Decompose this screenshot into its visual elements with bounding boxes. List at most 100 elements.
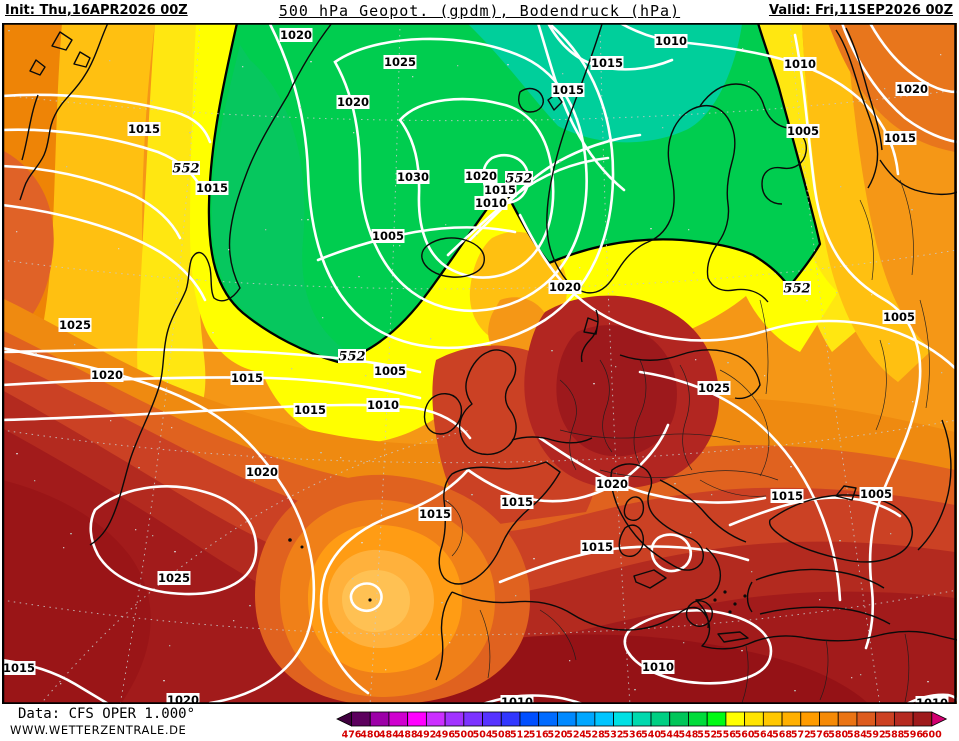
colorbar-tick: 588 <box>884 730 904 741</box>
pressure-label: 1025 <box>58 318 92 332</box>
pressure-label: 1015 <box>2 661 36 675</box>
pressure-label: 1015 <box>230 371 264 385</box>
colorbar-segment <box>351 711 371 727</box>
svg-text:1015: 1015 <box>196 181 228 195</box>
geopotential-fill-layer <box>2 23 957 704</box>
colorbar-tick: 484 <box>379 730 399 741</box>
pressure-label: 1025 <box>697 381 731 395</box>
pressure-label: 1025 <box>383 55 417 69</box>
colorbar-tick: 500 <box>454 730 474 741</box>
colorbar-tick: 536 <box>622 730 642 741</box>
svg-text:1010: 1010 <box>367 398 399 412</box>
colorbar-tick: 600 <box>922 730 942 741</box>
pressure-label: 1005 <box>371 229 405 243</box>
borders-layer <box>443 179 930 704</box>
colorbar-segment <box>631 711 652 727</box>
colorbar-segment <box>575 711 596 727</box>
svg-text:1025: 1025 <box>384 55 416 69</box>
colorbar-segment <box>444 711 465 727</box>
pressure-label: 1015 <box>500 495 534 509</box>
svg-text:1010: 1010 <box>501 695 533 705</box>
colorbar-tick: 540 <box>641 730 661 741</box>
svg-text:1020: 1020 <box>246 465 278 479</box>
pressure-label: 1030 <box>396 170 430 184</box>
height-label: 552 <box>338 349 366 365</box>
geopotential-colorbar: 4764804844884924965005045085125165205245… <box>336 711 948 741</box>
pressure-label: 1010 <box>783 57 817 71</box>
speckle-layer <box>8 30 943 692</box>
colorbar-segment <box>800 711 820 727</box>
pressure-label: 1015 <box>483 183 517 197</box>
svg-text:1020: 1020 <box>337 95 369 109</box>
svg-text:1020: 1020 <box>896 82 928 96</box>
colorbar-tick: 516 <box>529 730 549 741</box>
map-title: 500 hPa Geopot. (gpdm), Bodendruck (hPa) <box>278 2 681 20</box>
svg-text:1015: 1015 <box>3 661 35 675</box>
pressure-label: 1005 <box>859 487 893 501</box>
colorbar-tick: 556 <box>716 730 736 741</box>
pressure-label: 1015 <box>770 489 804 503</box>
pressure-label: 1010 <box>366 398 400 412</box>
colorbar-tick: 568 <box>772 730 792 741</box>
pressure-label: 1010 <box>915 696 949 704</box>
svg-text:1025: 1025 <box>698 381 730 395</box>
pressure-label: 1015 <box>127 122 161 136</box>
colorbar-segment <box>519 711 540 727</box>
colorbar-segment <box>744 711 764 727</box>
colorbar-tick: 572 <box>791 730 811 741</box>
svg-text:1010: 1010 <box>655 34 687 48</box>
svg-text:1015: 1015 <box>128 122 160 136</box>
colorbar-segment <box>388 711 409 727</box>
pressure-label: 1020 <box>548 280 582 294</box>
colorbar-segment <box>912 711 933 727</box>
pressure-label: 1015 <box>883 131 917 145</box>
colorbar-segment <box>856 711 877 727</box>
svg-text:1015: 1015 <box>581 540 613 554</box>
svg-text:1020: 1020 <box>280 28 312 42</box>
pressure-label: 1020 <box>279 28 313 42</box>
colorbar-tick: 512 <box>510 730 530 741</box>
colorbar-tick: 524 <box>566 730 586 741</box>
pressure-label: 1020 <box>464 169 498 183</box>
colorbar-segment <box>762 711 783 727</box>
colorbar-tick: 488 <box>398 730 418 741</box>
pressure-label: 1015 <box>418 507 452 521</box>
pressure-label: 1010 <box>654 34 688 48</box>
colorbar-tick: 492 <box>416 730 436 741</box>
colorbar-segment <box>893 711 914 727</box>
colorbar-tick: 520 <box>547 730 567 741</box>
svg-text:1010: 1010 <box>642 660 674 674</box>
svg-text:1015: 1015 <box>552 83 584 97</box>
pressure-label: 1005 <box>373 364 407 378</box>
svg-text:1015: 1015 <box>484 183 516 197</box>
colorbar-tick: 528 <box>585 730 605 741</box>
svg-text:1020: 1020 <box>596 477 628 491</box>
pressure-label: 1020 <box>90 368 124 382</box>
svg-text:1015: 1015 <box>501 495 533 509</box>
data-source-label: Data: CFS OPER 1.000° <box>18 706 196 722</box>
colorbar-tick: 584 <box>847 730 867 741</box>
pressure-label: 1015 <box>580 540 614 554</box>
svg-text:1025: 1025 <box>158 571 190 585</box>
pressure-label: 1020 <box>245 465 279 479</box>
svg-text:1005: 1005 <box>860 487 892 501</box>
height-label: 552 <box>505 171 533 187</box>
pressure-label: 1015 <box>293 403 327 417</box>
pressure-label: 1005 <box>882 310 916 324</box>
colorbar-segment <box>819 711 839 727</box>
svg-text:1005: 1005 <box>883 310 915 324</box>
height-label: 552 <box>783 281 811 297</box>
colorbar-segment <box>594 711 614 727</box>
svg-text:552: 552 <box>338 350 365 365</box>
map-border <box>2 23 957 704</box>
colorbar-segment <box>725 711 746 727</box>
pressure-label: 1010 <box>500 695 534 705</box>
colorbar-tick: 548 <box>679 730 699 741</box>
colorbar-segment <box>875 711 895 727</box>
colorbar-segment <box>407 711 427 727</box>
colorbar-segment <box>425 711 446 727</box>
pressure-label: 1005 <box>786 124 820 138</box>
pressure-label: 1025 <box>157 571 191 585</box>
colorbar-segment <box>538 711 558 727</box>
pressure-label: 1020 <box>166 693 200 704</box>
